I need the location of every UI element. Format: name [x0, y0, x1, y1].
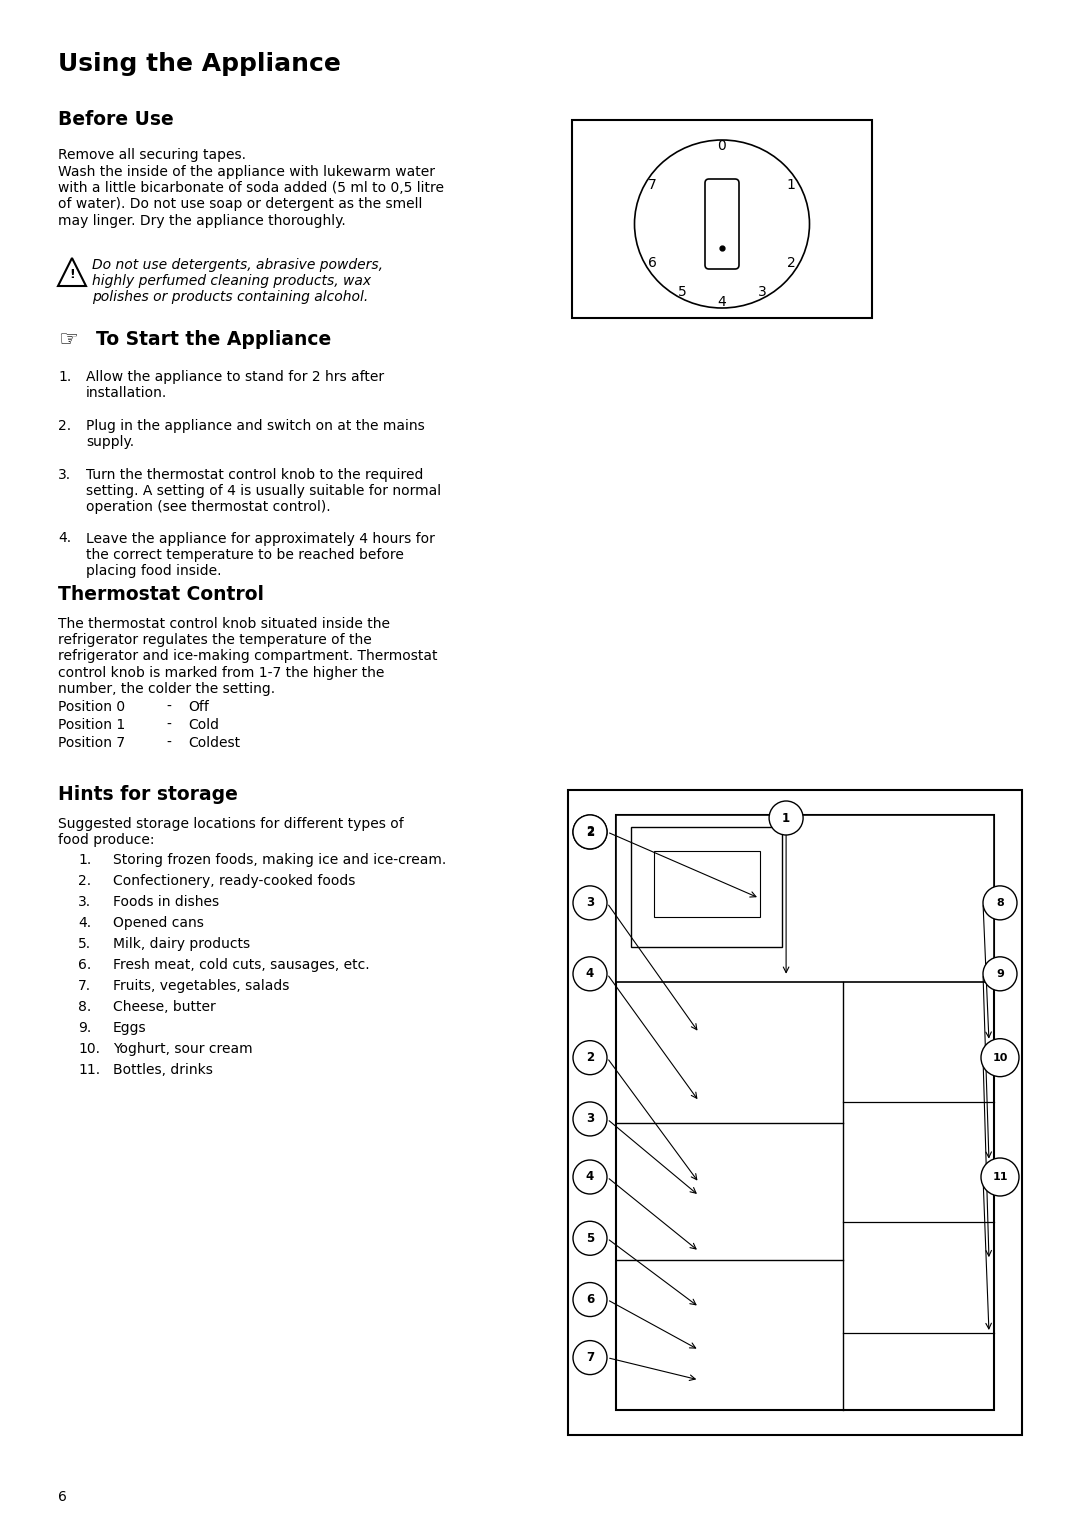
- Text: -: -: [166, 719, 171, 732]
- Text: -: -: [166, 736, 171, 749]
- Text: Do not use detergents, abrasive powders,
highly perfumed cleaning products, wax
: Do not use detergents, abrasive powders,…: [92, 258, 383, 304]
- Text: Bottles, drinks: Bottles, drinks: [113, 1064, 213, 1077]
- Text: 5: 5: [585, 1231, 594, 1245]
- Text: 3.: 3.: [78, 896, 91, 909]
- Circle shape: [981, 1039, 1020, 1077]
- Text: 4.: 4.: [78, 916, 91, 929]
- Text: Fruits, vegetables, salads: Fruits, vegetables, salads: [113, 980, 289, 993]
- Text: Thermostat Control: Thermostat Control: [58, 584, 264, 604]
- Text: 6: 6: [58, 1489, 67, 1505]
- Text: 4: 4: [717, 295, 727, 308]
- Text: 6: 6: [648, 256, 657, 270]
- Text: 8.: 8.: [78, 1000, 91, 1013]
- Circle shape: [573, 1282, 607, 1317]
- Text: 2.: 2.: [78, 874, 91, 888]
- Circle shape: [573, 1221, 607, 1256]
- Circle shape: [573, 887, 607, 920]
- Text: 7: 7: [648, 179, 657, 192]
- Circle shape: [573, 1160, 607, 1193]
- Text: 0: 0: [717, 139, 727, 153]
- Bar: [616, 815, 994, 1410]
- Text: 6: 6: [585, 1293, 594, 1306]
- Text: 4.: 4.: [58, 531, 71, 545]
- Circle shape: [573, 1102, 607, 1135]
- Bar: [572, 121, 872, 317]
- Circle shape: [769, 801, 804, 835]
- Text: 2: 2: [586, 1051, 594, 1064]
- Text: Foods in dishes: Foods in dishes: [113, 896, 219, 909]
- Text: 8: 8: [996, 897, 1004, 908]
- Circle shape: [573, 1341, 607, 1375]
- Circle shape: [573, 815, 607, 848]
- Text: Eggs: Eggs: [113, 1021, 147, 1035]
- Text: 11: 11: [993, 1172, 1008, 1183]
- Text: 4: 4: [585, 1170, 594, 1184]
- Text: Fresh meat, cold cuts, sausages, etc.: Fresh meat, cold cuts, sausages, etc.: [113, 958, 369, 972]
- Text: Before Use: Before Use: [58, 110, 174, 130]
- Text: 2: 2: [787, 256, 796, 270]
- Text: Remove all securing tapes.: Remove all securing tapes.: [58, 148, 246, 162]
- Text: 7: 7: [586, 1351, 594, 1364]
- Bar: [653, 852, 759, 917]
- Text: Position 7: Position 7: [58, 736, 125, 749]
- Text: Wash the inside of the appliance with lukewarm water
with a little bicarbonate o: Wash the inside of the appliance with lu…: [58, 165, 444, 227]
- Text: Hints for storage: Hints for storage: [58, 784, 238, 804]
- Text: 10: 10: [993, 1053, 1008, 1062]
- Bar: [631, 827, 782, 948]
- Text: Off: Off: [188, 700, 208, 714]
- Text: Cold: Cold: [188, 719, 219, 732]
- Text: 5.: 5.: [78, 937, 91, 951]
- Ellipse shape: [635, 140, 810, 308]
- Text: 1: 1: [782, 812, 791, 824]
- Text: 11.: 11.: [78, 1064, 100, 1077]
- Text: 3: 3: [586, 896, 594, 909]
- Text: Using the Appliance: Using the Appliance: [58, 52, 341, 76]
- Text: 10.: 10.: [78, 1042, 100, 1056]
- Text: 2: 2: [586, 826, 594, 838]
- Text: Opened cans: Opened cans: [113, 916, 204, 929]
- Text: The thermostat control knob situated inside the
refrigerator regulates the tempe: The thermostat control knob situated ins…: [58, 617, 437, 696]
- Circle shape: [981, 1158, 1020, 1196]
- Text: To Start the Appliance: To Start the Appliance: [96, 330, 332, 349]
- Text: Confectionery, ready-cooked foods: Confectionery, ready-cooked foods: [113, 874, 355, 888]
- Text: 2: 2: [586, 826, 594, 838]
- Text: Leave the appliance for approximately 4 hours for
the correct temperature to be : Leave the appliance for approximately 4 …: [86, 531, 435, 578]
- Text: Position 1: Position 1: [58, 719, 125, 732]
- Text: Yoghurt, sour cream: Yoghurt, sour cream: [113, 1042, 253, 1056]
- Text: 5: 5: [677, 284, 687, 299]
- Bar: [568, 790, 1022, 1434]
- Text: Coldest: Coldest: [188, 736, 240, 749]
- Text: Suggested storage locations for different types of
food produce:: Suggested storage locations for differen…: [58, 816, 404, 847]
- FancyBboxPatch shape: [705, 179, 739, 269]
- Text: Position 0: Position 0: [58, 700, 125, 714]
- Text: 4: 4: [585, 967, 594, 980]
- Text: Allow the appliance to stand for 2 hrs after
installation.: Allow the appliance to stand for 2 hrs a…: [86, 369, 384, 400]
- Circle shape: [983, 957, 1017, 990]
- Text: !: !: [69, 269, 75, 281]
- Circle shape: [573, 957, 607, 990]
- Text: Milk, dairy products: Milk, dairy products: [113, 937, 251, 951]
- Circle shape: [573, 1041, 607, 1074]
- Text: 3.: 3.: [58, 468, 71, 482]
- Text: Storing frozen foods, making ice and ice-cream.: Storing frozen foods, making ice and ice…: [113, 853, 446, 867]
- Text: 1.: 1.: [78, 853, 91, 867]
- Text: ☞: ☞: [58, 330, 78, 349]
- Text: 2.: 2.: [58, 420, 71, 433]
- Text: 3: 3: [758, 284, 767, 299]
- Circle shape: [573, 815, 607, 848]
- Text: 3: 3: [586, 1112, 594, 1126]
- Text: Turn the thermostat control knob to the required
setting. A setting of 4 is usua: Turn the thermostat control knob to the …: [86, 468, 441, 514]
- Text: Cheese, butter: Cheese, butter: [113, 1000, 216, 1013]
- Bar: [616, 815, 994, 981]
- Text: -: -: [166, 700, 171, 714]
- Text: 7.: 7.: [78, 980, 91, 993]
- Circle shape: [983, 887, 1017, 920]
- Text: 6.: 6.: [78, 958, 91, 972]
- Text: 1.: 1.: [58, 369, 71, 385]
- Text: Plug in the appliance and switch on at the mains
supply.: Plug in the appliance and switch on at t…: [86, 420, 424, 449]
- Text: 9: 9: [996, 969, 1004, 978]
- Text: 9.: 9.: [78, 1021, 91, 1035]
- Text: 1: 1: [787, 179, 796, 192]
